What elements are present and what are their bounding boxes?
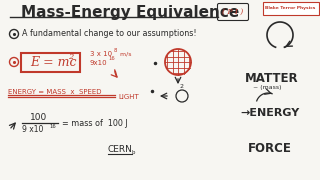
Text: E = mc: E = mc	[30, 55, 76, 69]
Text: = mass of  100 J: = mass of 100 J	[62, 120, 128, 129]
Text: 100: 100	[30, 114, 47, 123]
Text: 9 x10: 9 x10	[22, 125, 44, 134]
Text: 2: 2	[180, 84, 184, 89]
Text: 8: 8	[114, 48, 117, 53]
Text: MATTER: MATTER	[245, 71, 299, 84]
Text: 16: 16	[108, 57, 115, 62]
Text: ~ (mass): ~ (mass)	[253, 84, 282, 89]
Text: CERN: CERN	[108, 145, 133, 154]
Text: Blake Terror Physics: Blake Terror Physics	[265, 6, 315, 10]
Text: LIGHT: LIGHT	[118, 94, 139, 100]
Text: ENERGY = MASS  x  SPEED: ENERGY = MASS x SPEED	[8, 89, 101, 95]
Text: b: b	[132, 150, 135, 154]
Text: →ENERGY: →ENERGY	[240, 108, 299, 118]
Text: 9x10: 9x10	[90, 60, 108, 66]
Text: 3 x 10: 3 x 10	[90, 51, 112, 57]
Text: Mass-Energy Equivalence: Mass-Energy Equivalence	[21, 6, 239, 21]
Text: m/s: m/s	[118, 51, 132, 57]
Text: 16: 16	[49, 123, 56, 129]
Text: A fundamental change to our assumptions!: A fundamental change to our assumptions!	[22, 30, 196, 39]
Text: FORCE: FORCE	[248, 141, 292, 154]
Text: 2: 2	[68, 53, 73, 61]
FancyBboxPatch shape	[262, 1, 318, 15]
Text: ( P I ): ( P I )	[222, 8, 244, 16]
